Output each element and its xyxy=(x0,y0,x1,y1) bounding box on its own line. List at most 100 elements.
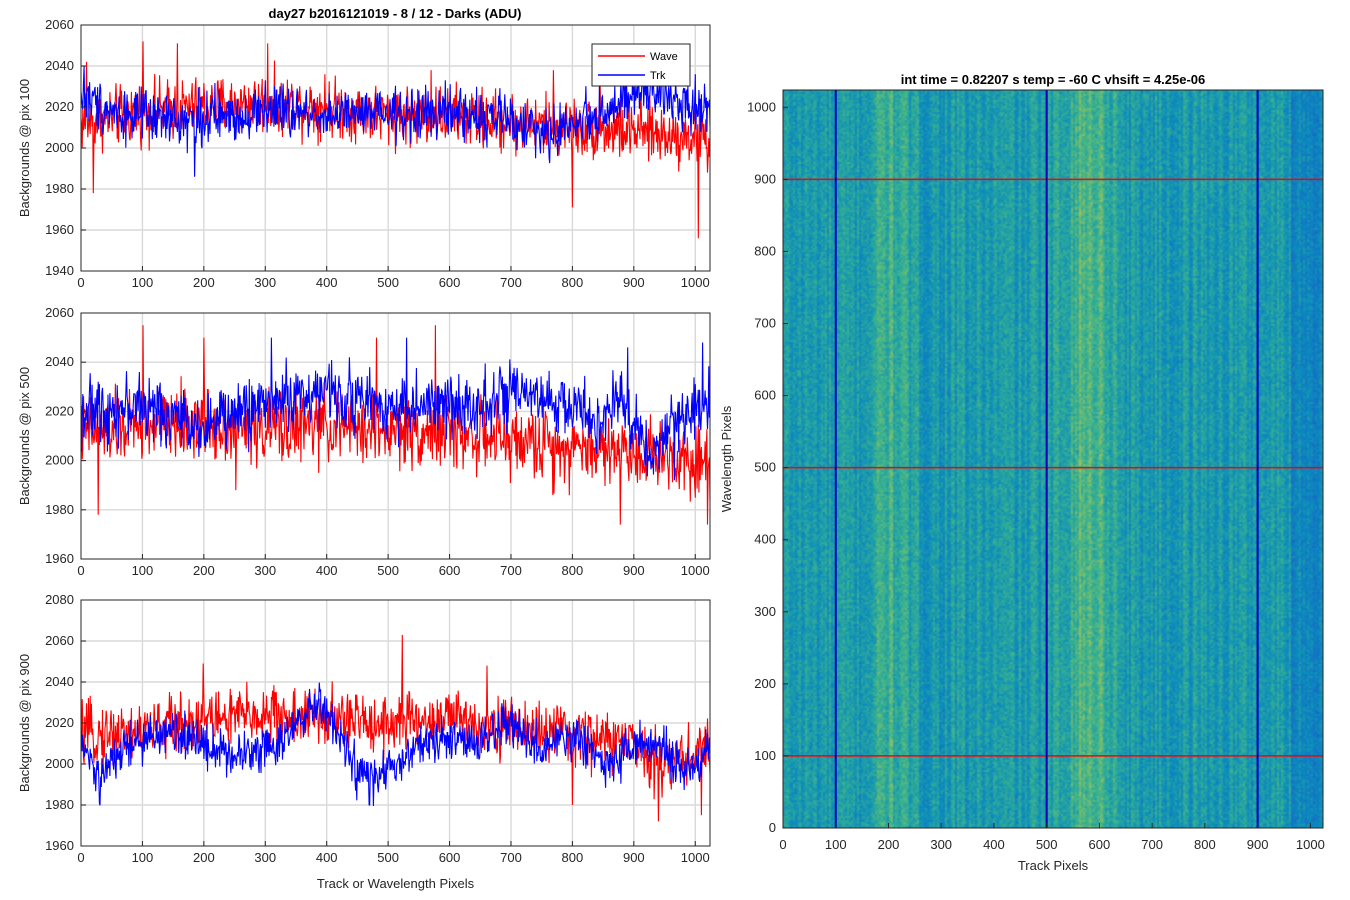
x-tick-label: 1000 xyxy=(681,275,710,290)
y-tick-label: 700 xyxy=(754,316,776,331)
y-tick-label: 2060 xyxy=(45,17,74,32)
y-tick-label: 900 xyxy=(754,171,776,186)
y-tick-label: 2020 xyxy=(45,403,74,418)
x-tick-label: 800 xyxy=(562,275,584,290)
x-tick-label: 300 xyxy=(254,850,276,865)
y-axis-label: Backgrounds @ pix 500 xyxy=(17,367,32,505)
y-tick-label: 400 xyxy=(754,532,776,547)
x-tick-label: 600 xyxy=(1089,837,1111,852)
x-tick-label: 400 xyxy=(983,837,1005,852)
y-tick-label: 2000 xyxy=(45,453,74,468)
x-tick-label: 500 xyxy=(1036,837,1058,852)
y-tick-label: 2040 xyxy=(45,354,74,369)
x-axis-label: Track Pixels xyxy=(1018,858,1089,873)
heatmap-image xyxy=(783,90,1323,828)
subplot-pix-900: 1960 1980 2000 2020 2040 2060 2080 0 100 200 300 40… xyxy=(17,592,711,891)
y-tick-label: 2020 xyxy=(45,715,74,730)
x-tick-label: 400 xyxy=(316,850,338,865)
axes-frame xyxy=(782,89,1324,829)
x-tick-label: 600 xyxy=(439,850,461,865)
y-tick-label: 2060 xyxy=(45,633,74,648)
legend-label-trk: Trk xyxy=(650,70,666,82)
y-tick-label: 2000 xyxy=(45,756,74,771)
subplot-pix-100: 1940 1960 1980 2000 2020 2040 2060 0 100 200 300 40… xyxy=(17,17,711,290)
x-tick-label: 500 xyxy=(377,275,399,290)
x-tick-label: 400 xyxy=(316,275,338,290)
y-axis-label: Backgrounds @ pix 900 xyxy=(17,654,32,792)
x-tick-label: 100 xyxy=(132,850,154,865)
x-tick-label: 900 xyxy=(1247,837,1269,852)
y-tick-label: 1980 xyxy=(45,502,74,517)
tick-labels: 1940 1960 1980 2000 2020 2040 2060 0 100 200 300 40… xyxy=(45,17,710,290)
x-tick-label: 700 xyxy=(500,563,522,578)
y-tick-label: 200 xyxy=(754,676,776,691)
x-tick-label: 900 xyxy=(623,563,645,578)
marker-lines xyxy=(783,90,1323,828)
y-tick-label: 800 xyxy=(754,243,776,258)
y-tick-label: 100 xyxy=(754,748,776,763)
series-line-wave xyxy=(80,41,711,239)
legend-box xyxy=(591,43,691,87)
y-tick-label: 1000 xyxy=(747,99,776,114)
y-tick-label: 1960 xyxy=(45,222,74,237)
y-tick-label: 2040 xyxy=(45,58,74,73)
x-tick-label: 0 xyxy=(77,563,84,578)
axes-frame xyxy=(80,312,711,560)
x-tick-label: 1000 xyxy=(681,563,710,578)
x-tick-label: 100 xyxy=(132,275,154,290)
x-tick-label: 600 xyxy=(439,275,461,290)
series-line-wave xyxy=(80,634,711,822)
x-tick-label: 100 xyxy=(825,837,847,852)
tick-labels: 1960 1980 2000 2020 2040 2060 2080 0 100 200 300 40… xyxy=(45,592,710,865)
series-line-trk xyxy=(80,682,711,807)
plot-area xyxy=(80,325,711,525)
figure-title: day27 b2016121019 - 8 / 12 - Darks (ADU) xyxy=(269,6,522,21)
plot-area xyxy=(80,634,711,822)
series-line-trk xyxy=(80,337,711,481)
series-line-trk xyxy=(80,65,711,177)
x-tick-label: 200 xyxy=(193,850,215,865)
y-tick-label: 1980 xyxy=(45,797,74,812)
y-tick-label: 2000 xyxy=(45,140,74,155)
x-tick-label: 600 xyxy=(439,563,461,578)
legend-label-wave: Wave xyxy=(650,51,678,63)
x-tick-label: 700 xyxy=(1141,837,1163,852)
x-axis-label: Track or Wavelength Pixels xyxy=(317,876,475,891)
x-tick-label: 300 xyxy=(254,275,276,290)
tick-labels: 1960 1980 2000 2020 2040 2060 0 100 200 300 400 500… xyxy=(45,305,710,578)
x-tick-label: 700 xyxy=(500,850,522,865)
x-tick-label: 200 xyxy=(193,275,215,290)
x-tick-label: 100 xyxy=(132,563,154,578)
series-line-wave xyxy=(80,325,711,525)
x-tick-label: 800 xyxy=(562,563,584,578)
x-tick-label: 300 xyxy=(930,837,952,852)
heatmap-axes: int time = 0.82207 s temp = -60 C vhsift… xyxy=(719,72,1325,873)
x-tick-label: 0 xyxy=(779,837,786,852)
x-tick-label: 300 xyxy=(254,563,276,578)
heatmap-raster xyxy=(783,90,1323,828)
x-tick-label: 1000 xyxy=(681,850,710,865)
y-tick-label: 0 xyxy=(769,820,776,835)
y-tick-label: 1960 xyxy=(45,838,74,853)
x-tick-label: 700 xyxy=(500,275,522,290)
y-axis-label: Wavelength Pixels xyxy=(719,405,734,512)
y-tick-label: 2020 xyxy=(45,99,74,114)
y-tick-label: 500 xyxy=(754,460,776,475)
y-tick-label: 600 xyxy=(754,388,776,403)
subplot-pix-500: 1960 1980 2000 2020 2040 2060 0 100 200 300 400 500… xyxy=(17,305,711,578)
x-tick-label: 1000 xyxy=(1296,837,1325,852)
x-tick-label: 900 xyxy=(623,850,645,865)
heatmap-title: int time = 0.82207 s temp = -60 C vhsift… xyxy=(901,72,1206,87)
x-tick-label: 500 xyxy=(377,563,399,578)
y-tick-label: 1960 xyxy=(45,551,74,566)
x-tick-label: 500 xyxy=(377,850,399,865)
legend: Wave Trk xyxy=(591,43,691,87)
y-tick-label: 2080 xyxy=(45,592,74,607)
x-tick-label: 200 xyxy=(193,563,215,578)
y-tick-label: 300 xyxy=(754,604,776,619)
plot-area xyxy=(80,41,711,239)
x-tick-label: 200 xyxy=(878,837,900,852)
x-tick-label: 0 xyxy=(77,850,84,865)
x-tick-label: 0 xyxy=(77,275,84,290)
y-tick-label: 2060 xyxy=(45,305,74,320)
